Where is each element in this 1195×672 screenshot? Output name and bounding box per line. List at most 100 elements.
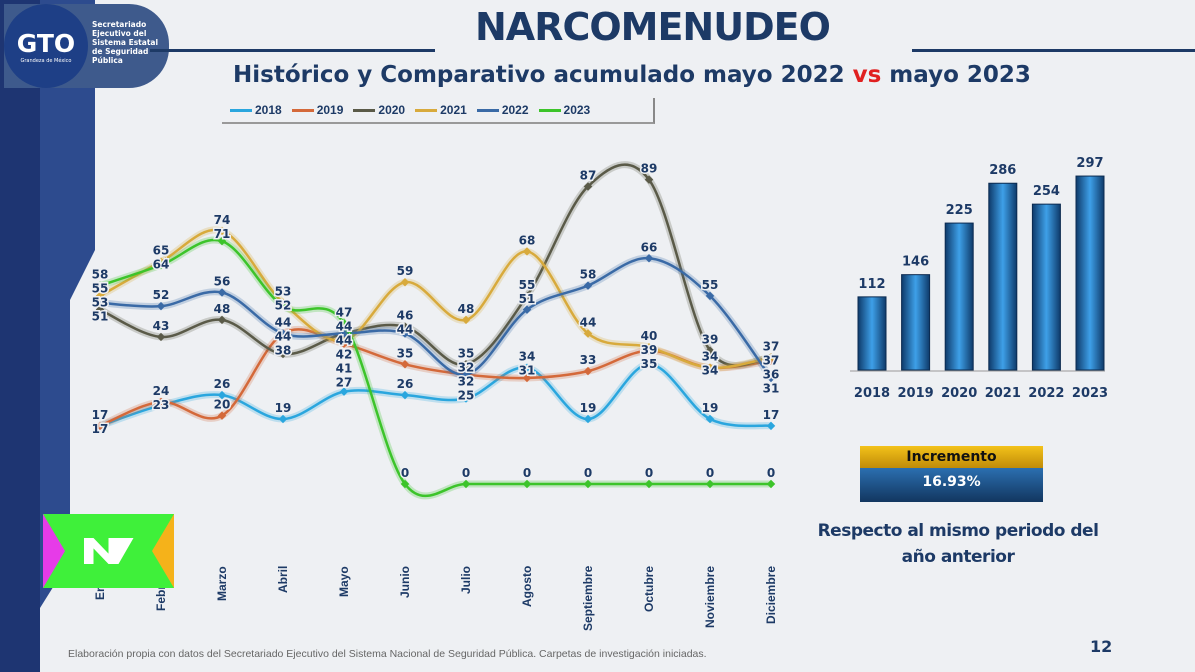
increment-label: Incremento [860,446,1043,468]
data-label-2018: 34 [519,350,536,364]
subtitle-vs: vs [852,62,882,88]
data-label-2018: 17 [763,408,780,422]
n74-watermark-logo [43,514,174,588]
data-label-2020: 38 [275,344,292,358]
bar-2022 [1031,203,1061,371]
legend-label: 2022 [501,103,529,117]
data-point-2021 [583,329,593,338]
subtitle-text: Histórico y Comparativo acumulado mayo 2… [233,62,853,88]
data-point-2021 [400,277,410,287]
data-point-2019 [156,397,166,407]
data-label-2020: 55 [519,278,536,292]
chart-legend: 2018 2019 2020 2021 2022 2023 [222,98,655,124]
data-point-2023 [644,479,654,489]
data-point-2021 [95,291,105,301]
data-point-2023 [400,479,410,489]
data-point-2020 [278,349,288,359]
bar-2020 [944,222,974,371]
page-subtitle: Histórico y Comparativo acumulado mayo 2… [233,62,1031,88]
bar-category-label: 2018 [854,386,890,401]
data-label-2022: 32 [458,374,475,388]
data-label-2020: 46 [397,309,414,323]
legend-item-2023: 2023 [538,103,590,117]
data-label-2022: 52 [153,288,170,302]
title-rule-right [912,49,1195,52]
data-label-2023: 64 [153,258,170,272]
legend-item-2020: 2020 [353,103,405,117]
month-label: Noviembre [703,565,717,628]
gto-logo: GTO Grandeza de México Secretariado Ejecu… [4,4,169,88]
data-point-2018 [461,394,471,403]
logo-brand: GTO [16,28,76,58]
data-label-2023: 0 [767,466,775,480]
data-label-2021: 59 [397,264,414,278]
data-label-2019: 36 [763,367,780,381]
bar-value-label: 286 [989,163,1016,178]
data-point-2020 [522,291,532,301]
data-label-2023: 58 [92,268,109,282]
month-label: Diciembre [764,565,778,624]
month-label: Abril [276,565,290,593]
data-label-2022: 31 [763,381,780,395]
data-point-2021 [644,342,654,352]
source-note: Elaboración propia con datos del Secreta… [68,648,707,660]
page-number: 12 [1090,637,1113,656]
bar-value-label: 112 [858,277,885,292]
data-point-2022 [339,329,349,338]
data-label-2023: 52 [275,299,292,313]
data-label-2021: 74 [214,213,231,227]
data-point-2019 [583,366,593,376]
legend-label: 2021 [440,103,467,117]
data-point-2022 [705,291,715,301]
increment-value: 16.93% [860,468,1043,502]
bar-category-label: 2022 [1028,386,1064,401]
legend-item-2021: 2021 [415,103,467,117]
data-label-2018: 26 [214,377,231,391]
data-point-2021 [217,226,227,236]
data-label-2023: 0 [645,466,653,480]
data-point-2019 [217,411,227,420]
data-label-2020: 51 [92,310,109,324]
data-label-2022: 44 [397,323,414,337]
data-point-2018 [583,414,593,424]
data-point-2023 [583,479,593,489]
data-point-2022 [461,370,471,379]
bar-2019 [901,274,931,371]
data-label-2019: 20 [214,398,231,412]
bar-2021 [988,182,1018,371]
data-label-2019: 44 [275,316,292,330]
data-point-2023 [461,479,471,489]
data-point-2023 [217,236,227,246]
month-label: Octubre [642,565,656,612]
data-point-2022 [217,288,227,297]
logo-tagline: Grandeza de México [20,57,72,64]
data-label-2021: 68 [519,233,536,247]
bar-category-label: 2023 [1072,386,1108,401]
bar-value-label: 225 [946,203,973,218]
data-label-2023: 71 [214,227,231,241]
legend-label: 2020 [378,103,406,117]
data-label-2021: 37 [763,353,780,367]
bar-2023 [1075,175,1105,371]
data-point-2023 [278,301,288,311]
bar-category-label: 2021 [985,386,1021,401]
data-label-2018: 19 [702,401,719,415]
data-point-2023 [522,479,532,489]
data-point-2020 [95,305,105,314]
bar-category-label: 2020 [941,386,977,401]
data-label-2019: 41 [336,361,353,375]
data-label-2018: 25 [458,388,475,402]
data-point-2018 [644,360,654,369]
data-point-2020 [156,332,166,342]
legend-swatch [291,108,314,112]
data-label-2022: 53 [92,296,109,310]
data-point-2018 [217,390,227,400]
legend-label: 2018 [255,103,282,117]
data-label-2023: 0 [584,466,592,480]
data-point-2022 [278,329,288,338]
subtitle-text-end: mayo 2023 [881,62,1031,88]
data-label-2018: 27 [336,375,353,389]
data-label-2019: 31 [519,364,536,378]
data-label-2019: 34 [702,350,719,364]
data-label-2018: 19 [580,401,597,415]
